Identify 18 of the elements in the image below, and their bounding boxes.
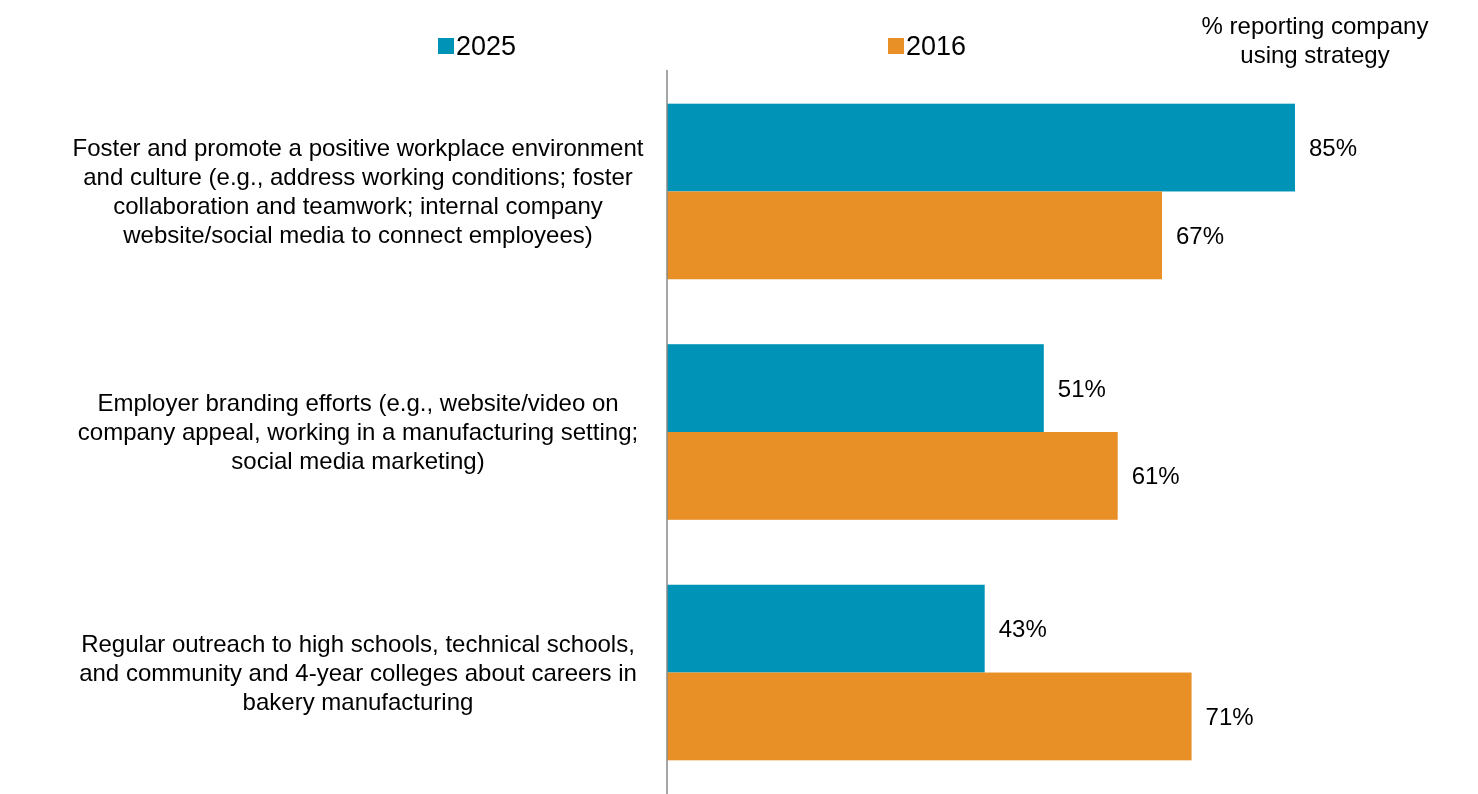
x-axis-title: % reporting company using strategy: [1201, 12, 1429, 69]
data-label: 71%: [1205, 702, 1254, 730]
bar: [667, 672, 1192, 761]
bar: [667, 344, 1044, 432]
data-label: 43%: [998, 615, 1047, 643]
data-label: 67%: [1176, 221, 1225, 249]
data-label: 85%: [1309, 133, 1358, 161]
bar: [667, 432, 1118, 520]
data-label: 61%: [1131, 462, 1180, 490]
legend-label: 2025: [456, 31, 517, 62]
bar: [667, 191, 1163, 280]
bar: [667, 103, 1295, 192]
legend-label: 2016: [906, 31, 967, 62]
y-tick-label: Foster and promote a positive workplace environment and culture (e.g., address working conditions; foster collaboration and teamwork; internal company website/social media to connect employees): [72, 134, 644, 249]
data-label: 51%: [1057, 374, 1106, 402]
y-tick-label: Regular outreach to high schools, technical schools, and community and 4-year colleges about careers in bakery manufacturing: [79, 629, 637, 715]
bar: [667, 584, 985, 673]
y-tick-label: Employer branding efforts (e.g., website/video on company appeal, working in a manufacturing setting; social media marketing): [77, 389, 639, 475]
